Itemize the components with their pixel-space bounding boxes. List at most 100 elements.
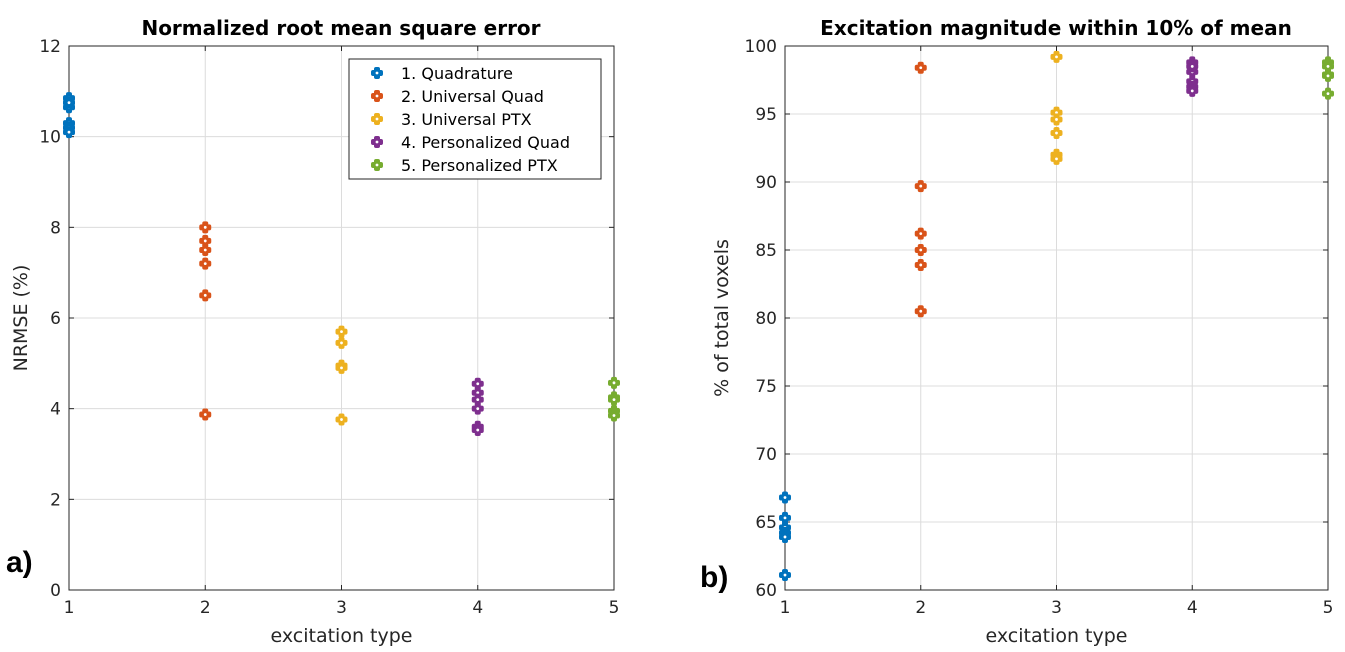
data-point (199, 234, 212, 247)
y-tick-label: 95 (755, 105, 777, 125)
data-point (608, 393, 620, 406)
marker-center (67, 101, 71, 105)
legend-marker (371, 159, 383, 171)
y-tick-label: 6 (50, 309, 61, 329)
marker-center (375, 94, 379, 98)
data-point (199, 244, 212, 256)
data-point (471, 377, 484, 390)
y-tick-label: 100 (745, 37, 777, 57)
data-point (914, 258, 927, 271)
data-point (779, 530, 791, 543)
marker-center (1055, 55, 1058, 59)
marker-center (919, 248, 923, 252)
x-tick-label: 4 (472, 598, 483, 618)
marker-center (340, 330, 343, 333)
marker-center (375, 163, 379, 167)
marker-center (340, 366, 343, 370)
x-tick-label: 5 (1323, 598, 1334, 618)
legend-entry: 1. Quadrature (401, 64, 513, 83)
data-point (63, 126, 75, 139)
data-point (199, 221, 212, 234)
legend: 1. Quadrature 2. Universal Quad 3. Univers… (348, 58, 602, 180)
y-tick-label: 85 (755, 241, 777, 261)
series-5 (1322, 56, 1334, 100)
data-point (608, 376, 620, 389)
data-point (914, 180, 927, 193)
marker-center (919, 232, 923, 236)
marker-center (1055, 157, 1058, 161)
marker-center (203, 413, 207, 416)
marker-center (375, 117, 379, 121)
panel-b-excitation-chart: 1 2 3 4 5 60 65 70 75 80 85 90 95 100 Excitation magni… (711, 16, 1334, 647)
marker-center (476, 407, 480, 411)
y-tick-label: 80 (755, 309, 777, 329)
data-point (914, 61, 927, 74)
data-point (335, 336, 348, 349)
legend-marker (371, 113, 383, 125)
series-3 (1050, 50, 1063, 165)
marker-center (1055, 118, 1058, 121)
marker-center (203, 248, 207, 252)
data-point (1050, 127, 1063, 140)
data-point (1322, 69, 1334, 82)
data-point (1322, 87, 1334, 100)
y-tick-label: 65 (755, 513, 777, 533)
marker-center (919, 66, 923, 70)
x-tick-label: 5 (609, 598, 620, 618)
series-4 (1186, 56, 1199, 97)
marker-center (1326, 65, 1330, 68)
series-5 (608, 376, 620, 422)
marker-center (1055, 111, 1058, 115)
data-point (779, 491, 791, 504)
marker-center (476, 428, 480, 432)
data-point (335, 413, 348, 426)
series-4 (471, 377, 484, 436)
y-tick-label: 75 (755, 377, 777, 397)
data-point (914, 305, 927, 318)
marker-center (612, 381, 616, 385)
panel-label-b: b) (700, 561, 728, 594)
data-point (1050, 152, 1063, 165)
marker-center (375, 71, 379, 75)
x-tick-label: 3 (336, 598, 347, 618)
x-axis-label: excitation type (271, 625, 413, 647)
y-tick-label: 60 (755, 581, 777, 601)
legend-entry: 2. Universal Quad (401, 87, 544, 106)
marker-center (919, 263, 923, 267)
series-1 (779, 491, 791, 582)
y-tick-label: 0 (50, 581, 61, 601)
data-point (914, 244, 927, 256)
marker-center (612, 398, 616, 401)
y-tick-label: 8 (50, 218, 61, 238)
x-tick-label: 3 (1051, 598, 1062, 618)
y-tick-label: 10 (39, 128, 61, 148)
y-axis-label: NRMSE (%) (10, 265, 32, 372)
data-point (1050, 50, 1063, 63)
data-point (914, 227, 927, 240)
x-axis-label: excitation type (986, 625, 1128, 647)
x-tick-label: 1 (64, 598, 75, 618)
data-point (608, 409, 620, 422)
legend-entry: 4. Personalized Quad (401, 133, 570, 152)
panel-label-a: a) (6, 546, 33, 579)
marker-center (783, 573, 787, 577)
x-tick-label: 4 (1187, 598, 1198, 618)
legend-marker (371, 90, 383, 102)
x-tick-label: 1 (780, 598, 791, 618)
data-point (471, 423, 484, 436)
series-2 (914, 61, 927, 318)
marker-center (340, 341, 343, 345)
y-tick-label: 2 (50, 490, 61, 510)
y-tick-label: 90 (755, 173, 777, 193)
marker-center (476, 398, 480, 401)
data-point (63, 96, 75, 109)
data-point (779, 569, 791, 582)
data-point (471, 402, 484, 415)
marker-center (203, 293, 207, 297)
chart-title: Excitation magnitude within 10% of mean (820, 16, 1292, 40)
data-point (199, 289, 212, 302)
data-point (199, 408, 212, 421)
marker-center (203, 262, 207, 265)
marker-center (783, 516, 787, 520)
